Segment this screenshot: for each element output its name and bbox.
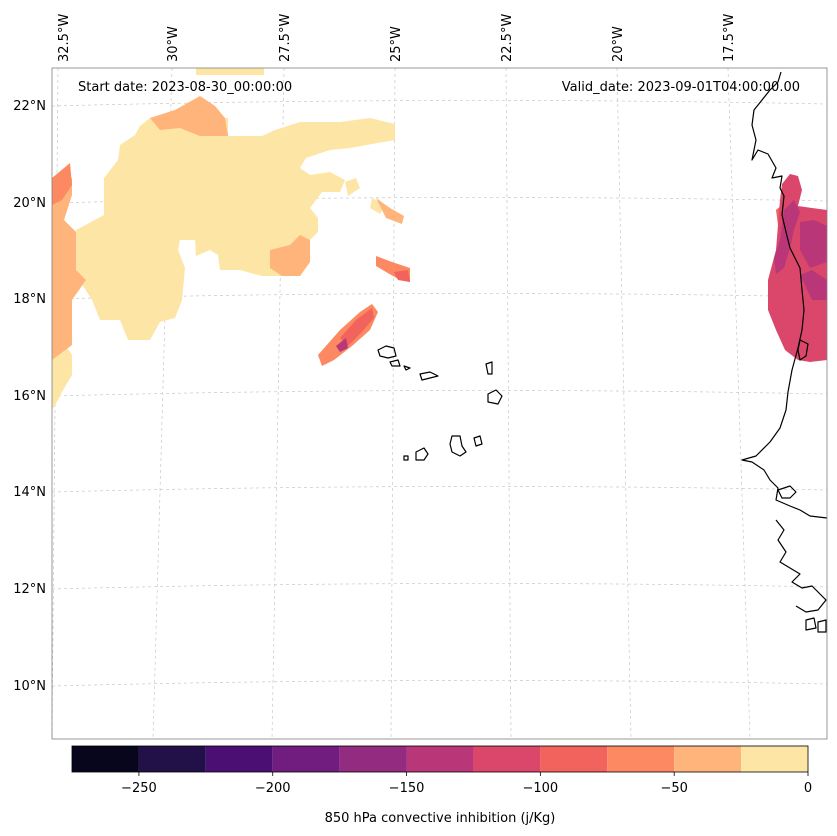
contour-minus50-0-west-b <box>52 340 72 410</box>
lat-label-18n: 18°N <box>13 292 46 307</box>
colorbar-tick-label: −100 <box>523 781 559 796</box>
parallel-22n <box>51 100 828 107</box>
parallel-14n <box>51 486 828 493</box>
colorbar-swatch <box>406 746 474 772</box>
contour-minus150-minus125-east <box>774 200 827 300</box>
cin-field-east <box>768 174 827 362</box>
colorbar-swatch <box>205 746 273 772</box>
lon-label-32-5w: 32.5°W <box>57 14 72 62</box>
colorbar-swatch <box>473 746 541 772</box>
longitude-labels: 32.5°W 30°W 27.5°W 25°W 22.5°W 20°W 17.5… <box>57 14 737 62</box>
lat-label-20n: 20°N <box>13 196 46 211</box>
colorbar-label: 850 hPa convective inhibition (j/Kg) <box>325 811 556 826</box>
colorbar-tick-label: −50 <box>660 781 687 796</box>
meridian-32-5w <box>51 67 59 740</box>
latitude-labels: 22°N 20°N 18°N 16°N 14°N 12°N 10°N <box>13 99 46 694</box>
lat-label-16n: 16°N <box>13 389 46 404</box>
africa-coastline <box>741 71 828 519</box>
map-panel <box>51 67 828 740</box>
cin-field-west-orange <box>52 96 410 366</box>
meridian-25w <box>390 67 396 740</box>
meridian-20w <box>616 67 632 740</box>
lon-label-27-5w: 27.5°W <box>278 14 293 62</box>
colorbar-swatch <box>272 746 340 772</box>
lat-label-14n: 14°N <box>13 485 46 500</box>
meridian-17-5w <box>727 67 751 740</box>
colorbar-tick-label: −200 <box>255 781 291 796</box>
parallel-16n <box>51 390 828 397</box>
lon-label-25w: 25°W <box>389 26 404 62</box>
lon-label-20w: 20°W <box>611 26 626 62</box>
colorbar-swatch <box>741 746 808 772</box>
parallel-10n <box>51 680 828 687</box>
africa-coastline-south <box>775 519 827 613</box>
cape-verde-santiago <box>449 435 467 457</box>
contour-minus50-0-west <box>76 68 395 340</box>
coastlines <box>377 71 828 633</box>
colorbar: −250 −200 −150 −100 −50 0 850 hPa convective … <box>71 745 812 826</box>
lon-label-17-5w: 17.5°W <box>722 14 737 62</box>
contour-minus125-minus100-west <box>340 270 410 346</box>
cape-verde-santa-luzia <box>403 365 411 371</box>
colorbar-swatch <box>674 746 742 772</box>
colorbar-swatch <box>339 746 407 772</box>
cape-verde-sao-nicolau <box>419 371 439 381</box>
meridian-30w <box>152 67 173 740</box>
meridian-22-5w <box>505 67 512 740</box>
cape-verde-brava <box>403 455 409 461</box>
cape-verde-fogo <box>415 447 429 461</box>
contour-minus150-minus125-west <box>336 338 348 352</box>
lon-label-22-5w: 22.5°W <box>500 14 515 62</box>
cape-verde-maio <box>473 435 483 447</box>
lat-label-12n: 12°N <box>13 582 46 597</box>
valid-date-label: Valid_date: 2023-09-01T04:00:00.00 <box>562 80 800 95</box>
colorbar-outline <box>71 745 809 773</box>
colorbar-swatches <box>72 746 808 772</box>
cape-verde-sal <box>485 361 493 375</box>
cape-verde-santo-antao <box>377 345 397 359</box>
colorbar-tick-label: −150 <box>389 781 425 796</box>
map-border <box>51 67 828 740</box>
colorbar-tick-label: 0 <box>804 781 812 796</box>
colorbar-swatch <box>607 746 675 772</box>
lat-label-22n: 22°N <box>13 99 46 114</box>
colorbar-swatch <box>138 746 206 772</box>
gambia-river <box>777 485 797 499</box>
senegal-inlet <box>797 339 809 361</box>
cape-verde-sao-vicente <box>389 359 401 367</box>
cin-field-west <box>52 68 395 410</box>
parallel-12n <box>51 583 828 590</box>
colorbar-ticks: −250 −200 −150 −100 −50 0 <box>121 772 812 796</box>
contour-minus50-0-west-c <box>345 178 385 214</box>
start-date-label: Start date: 2023-08-30_00:00:00 <box>78 80 292 95</box>
colorbar-swatch <box>72 746 139 772</box>
lon-label-30w: 30°W <box>166 26 181 62</box>
meridian-27-5w <box>271 67 285 740</box>
lat-label-10n: 10°N <box>13 679 46 694</box>
guinea-islands <box>805 617 827 633</box>
colorbar-swatch <box>540 746 608 772</box>
cape-verde-boa-vista <box>487 389 503 405</box>
colorbar-tick-label: −250 <box>121 781 157 796</box>
